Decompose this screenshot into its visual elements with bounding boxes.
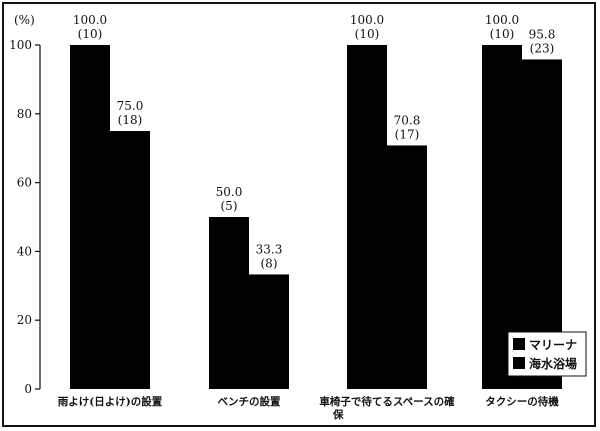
data-label-value: 100.0	[73, 13, 107, 27]
category-label: 車椅子で待てるスペースの確	[319, 395, 455, 408]
y-axis: 0 20 40 60 80 100	[9, 38, 41, 396]
data-label-count: (10)	[490, 27, 515, 41]
category-label: ベンチの設置	[218, 395, 281, 408]
category-label: 保	[332, 408, 344, 421]
y-tick-label: 100	[9, 38, 32, 52]
y-tick-label: 20	[17, 313, 32, 327]
y-unit-label: (%)	[14, 13, 35, 27]
bars-group	[70, 45, 562, 390]
data-label-count: (10)	[78, 27, 103, 41]
category-label: 雨よけ(日よけ)の設置	[58, 395, 163, 408]
data-label-count: (23)	[530, 41, 555, 55]
data-label-count: (8)	[261, 256, 278, 270]
data-label-value: 100.0	[485, 13, 519, 27]
bar-beach	[249, 274, 289, 389]
legend-swatch-marina	[513, 338, 525, 350]
data-label-value: 33.3	[256, 242, 283, 256]
legend-label-beach: 海水浴場	[529, 356, 577, 371]
bar-marina	[209, 217, 249, 389]
data-label-count: (10)	[355, 27, 380, 41]
data-label-value: 95.8	[529, 27, 556, 41]
legend-label-marina: マリーナ	[529, 338, 577, 352]
data-label-value: 50.0	[216, 185, 243, 199]
data-label-count: (5)	[221, 199, 238, 213]
legend-swatch-beach	[513, 357, 525, 369]
y-tick-label: 60	[17, 176, 32, 190]
legend: マリーナ 海水浴場	[507, 331, 587, 377]
y-tick-label: 0	[24, 382, 32, 396]
bar-marina	[70, 45, 110, 389]
category-label: タクシーの待機	[485, 395, 559, 408]
data-label-count: (17)	[395, 127, 420, 141]
data-label-value: 75.0	[117, 99, 144, 113]
y-tick-label: 40	[17, 244, 32, 258]
data-label-value: 70.8	[394, 113, 421, 127]
bar-marina	[347, 45, 387, 389]
data-label-value: 100.0	[350, 13, 384, 27]
data-label-count: (18)	[118, 113, 143, 127]
y-tick-label: 80	[17, 107, 32, 121]
bar-beach	[110, 131, 150, 389]
data-labels-group: 100.0(10)75.0(18)50.0(5)33.3(8)100.0(10)…	[73, 13, 556, 270]
bar-beach	[387, 145, 427, 389]
